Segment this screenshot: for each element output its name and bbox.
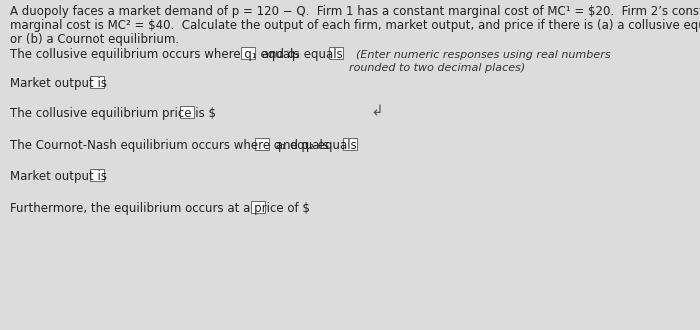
Text: (Enter numeric responses using real numbers: (Enter numeric responses using real numb… <box>349 50 610 60</box>
Text: ↲: ↲ <box>370 103 383 118</box>
Text: The Cournot-Nash equilibrium occurs where q₁ equals: The Cournot-Nash equilibrium occurs wher… <box>10 139 332 152</box>
FancyBboxPatch shape <box>180 106 194 118</box>
Text: Market output is: Market output is <box>10 170 111 183</box>
Text: Furthermore, the equilibrium occurs at a price of $: Furthermore, the equilibrium occurs at a… <box>10 202 310 215</box>
FancyBboxPatch shape <box>251 201 265 213</box>
Text: rounded to two decimal places): rounded to two decimal places) <box>349 63 525 73</box>
Text: A duopoly faces a market demand of p = 120 − Q.  Firm 1 has a constant marginal : A duopoly faces a market demand of p = 1… <box>10 5 700 18</box>
Text: Market output is: Market output is <box>10 77 111 90</box>
Text: The collusive equilibrium price is $: The collusive equilibrium price is $ <box>10 107 216 120</box>
FancyBboxPatch shape <box>90 76 104 88</box>
FancyBboxPatch shape <box>343 138 357 150</box>
Text: marginal cost is MC² = $40.  Calculate the output of each firm, market output, a: marginal cost is MC² = $40. Calculate th… <box>10 19 700 32</box>
Text: or (b) a Cournot equilibrium.: or (b) a Cournot equilibrium. <box>10 33 179 46</box>
Text: and q₂ equals: and q₂ equals <box>272 139 361 152</box>
FancyBboxPatch shape <box>90 169 104 181</box>
Text: and q₂ equals: and q₂ equals <box>258 48 346 61</box>
Text: The collusive equilibrium occurs where q₁ equals: The collusive equilibrium occurs where q… <box>10 48 303 61</box>
FancyBboxPatch shape <box>329 47 343 59</box>
FancyBboxPatch shape <box>256 138 270 150</box>
FancyBboxPatch shape <box>241 47 255 59</box>
